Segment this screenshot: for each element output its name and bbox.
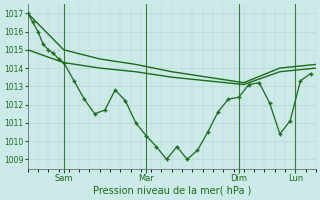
X-axis label: Pression niveau de la mer( hPa ): Pression niveau de la mer( hPa ) — [92, 186, 251, 196]
